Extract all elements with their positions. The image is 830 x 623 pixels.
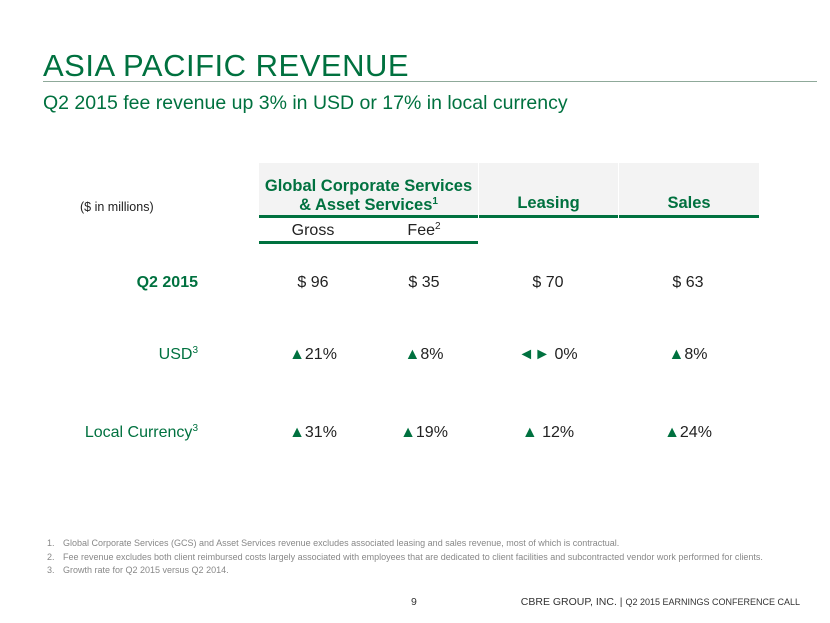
header-gcs-line2-wrap: & Asset Services1 <box>259 196 478 215</box>
subheader-fee-footnote-ref: 2 <box>435 221 441 232</box>
title-divider <box>43 81 817 82</box>
footer-event: Q2 2015 EARNINGS CONFERENCE CALL <box>625 597 800 607</box>
row-label-usd-footnote-ref: 3 <box>192 345 198 356</box>
footnote-text: Fee revenue excludes both client reimbur… <box>63 551 763 562</box>
footnote: 3. Growth rate for Q2 2015 versus Q2 2014… <box>47 565 767 577</box>
footnote: 1. Global Corporate Services (GCS) and As… <box>47 538 767 550</box>
up-triangle-icon: ▲ <box>668 346 685 363</box>
row-label-local-currency: Local Currency3 <box>85 424 198 442</box>
cell-local-leasing: ▲ 12% <box>493 424 603 442</box>
row-label-q2-2015: Q2 2015 <box>136 274 198 291</box>
header-gcs-footnote-ref: 1 <box>432 196 438 207</box>
footnotes: 1. Global Corporate Services (GCS) and As… <box>47 538 767 579</box>
footnote-text: Global Corporate Services (GCS) and Asse… <box>63 538 620 548</box>
header-gcs-line2: & Asset Services <box>299 196 433 214</box>
subheader-rule <box>259 241 478 244</box>
cell-q2-sales: $ 63 <box>672 274 704 291</box>
header-sales: Sales <box>619 163 759 216</box>
cell-usd-leasing-value: 0% <box>554 346 578 363</box>
up-triangle-icon: ▲ <box>289 424 305 441</box>
up-triangle-icon: ▲ <box>664 424 680 441</box>
cell-usd-leasing: ◄► 0% <box>493 346 603 364</box>
header-rule-leasing <box>479 215 618 218</box>
cell-usd-sales: ▲8% <box>633 346 743 364</box>
up-triangle-icon: ▲ <box>521 424 538 441</box>
flat-arrows-icon: ◄► <box>518 346 551 363</box>
cell-q2-leasing: $ 70 <box>532 274 564 291</box>
cell-q2-gross: $ 96 <box>297 274 329 291</box>
cell-local-fee: ▲19% <box>369 424 479 442</box>
up-triangle-icon: ▲ <box>404 346 421 363</box>
subheader-fee: Fee2 <box>369 222 479 240</box>
footer-company: CBRE GROUP, INC. | <box>520 596 623 608</box>
units-note: ($ in millions) <box>80 200 154 214</box>
cell-q2-fee: $ 35 <box>408 274 440 291</box>
subheader-fee-label: Fee <box>407 222 435 239</box>
header-leasing: Leasing <box>479 163 618 216</box>
cell-local-gross: ▲31% <box>258 424 368 442</box>
cell-local-fee-value: 19% <box>415 424 448 441</box>
cell-local-gross-value: 31% <box>304 424 337 441</box>
subheader-gross: Gross <box>291 222 335 239</box>
footnote-number: 3. <box>47 565 55 575</box>
header-rule-gcs <box>259 215 478 218</box>
page-number: 9 <box>411 596 417 608</box>
cell-usd-gross: ▲21% <box>258 346 368 364</box>
cell-local-leasing-value: 12% <box>542 424 575 441</box>
row-label-usd-text: USD <box>158 346 193 363</box>
footnote-text: Growth rate for Q2 2015 versus Q2 2014. <box>63 565 229 575</box>
cell-usd-gross-value: 21% <box>304 346 337 363</box>
cell-local-sales: ▲24% <box>633 424 743 442</box>
cell-usd-fee-value: 8% <box>420 346 444 363</box>
footnote-number: 2. <box>47 551 55 562</box>
row-label-local-currency-footnote-ref: 3 <box>192 423 198 434</box>
row-label-usd: USD3 <box>159 346 198 364</box>
up-triangle-icon: ▲ <box>289 346 305 363</box>
footer-caption: CBRE GROUP, INC. | Q2 2015 EARNINGS CONF… <box>521 596 800 608</box>
cell-local-sales-value: 24% <box>679 424 712 441</box>
header-gcs: Global Corporate Services & Asset Servic… <box>259 163 478 216</box>
header-gcs-line1: Global Corporate Services <box>264 177 473 195</box>
row-label-local-currency-text: Local Currency <box>84 424 193 441</box>
up-triangle-icon: ▲ <box>400 424 416 441</box>
header-rule-sales <box>619 215 759 218</box>
footnote: 2. Fee revenue excludes both client reimb… <box>47 552 767 564</box>
slide-title: ASIA PACIFIC REVENUE <box>43 48 410 83</box>
cell-usd-fee: ▲8% <box>369 346 479 364</box>
footnote-number: 1. <box>47 538 55 548</box>
slide-subtitle: Q2 2015 fee revenue up 3% in USD or 17% … <box>43 92 568 114</box>
cell-usd-sales-value: 8% <box>684 346 708 363</box>
